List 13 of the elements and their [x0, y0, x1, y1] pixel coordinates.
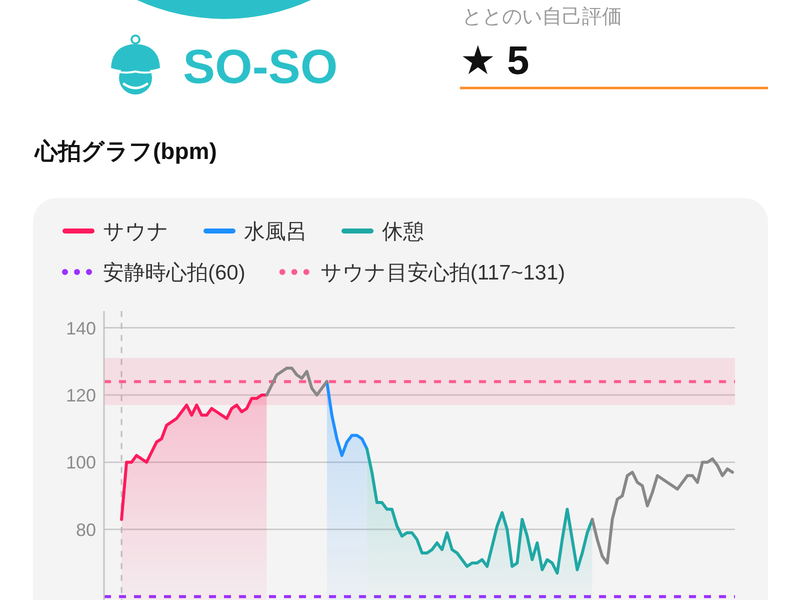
legend-label: サウナ	[103, 220, 169, 244]
legend-label: 休憩	[382, 220, 424, 244]
y-tick-label: 80	[76, 520, 96, 540]
chart-title: 心拍グラフ(bpm)	[34, 138, 217, 164]
text: SO-SO	[183, 41, 338, 94]
text: ★ 5	[460, 39, 530, 83]
y-tick-label: 140	[66, 318, 96, 338]
legend-label: サウナ目安心拍(117~131)	[320, 262, 566, 284]
legend-label: 安静時心拍(60)	[103, 262, 246, 284]
y-tick-label: 100	[66, 452, 96, 473]
text: ととのい自己評価	[462, 6, 622, 28]
y-tick-label: 120	[66, 386, 96, 406]
legend-label: 水風呂	[244, 220, 307, 244]
